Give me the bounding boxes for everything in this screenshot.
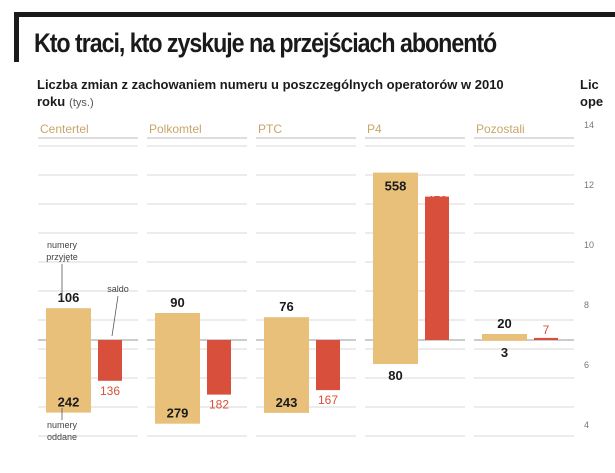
side-title-line: ope (580, 94, 604, 109)
bar-lost (46, 340, 91, 413)
side-tick-label: 4 (584, 420, 590, 430)
side-tick-label: 12 (584, 180, 595, 190)
bar-gained (155, 313, 200, 340)
bar-lost (155, 340, 200, 424)
bar-gained (46, 308, 91, 340)
bar-balance (316, 340, 340, 391)
annotation-balance: saldo (107, 284, 129, 294)
category-label: Centertel (40, 122, 89, 136)
category-label: PTC (258, 122, 282, 136)
value-label-lost: 243 (276, 395, 298, 410)
value-label-gained: 76 (279, 299, 293, 314)
side-tick-label: 14 (584, 120, 595, 130)
value-label-balance: 7 (543, 323, 550, 337)
frame-left-rule (14, 12, 19, 62)
bar-balance (425, 196, 449, 340)
bar-gained (264, 317, 309, 340)
side-chart-ticks: 14 12 10 8 6 4 (584, 120, 615, 460)
side-chart-title: Lic ope (580, 76, 615, 110)
value-label-lost: 80 (388, 368, 402, 383)
value-label-balance: 136 (100, 384, 120, 398)
value-label-balance: 167 (318, 393, 338, 407)
subtitle-unit: (tys.) (69, 97, 94, 109)
annotation-gained-2: przyjęte (46, 252, 78, 262)
bar-lost (373, 340, 418, 364)
value-label-gained: 558 (385, 179, 407, 194)
bar-gained (373, 172, 418, 340)
value-label-gained: 106 (58, 290, 80, 305)
value-label-gained: 20 (497, 316, 511, 331)
bar-lost (264, 340, 309, 413)
value-label-gained: 90 (170, 295, 184, 310)
bar-lost (482, 340, 527, 341)
value-label-balance: 182 (209, 398, 229, 412)
value-label-lost: 242 (58, 395, 80, 410)
category-label: Polkomtel (149, 122, 202, 136)
subtitle-text: Liczba zmian z zachowaniem numeru u posz… (37, 77, 504, 109)
annotation-lost-2: oddane (47, 432, 77, 442)
value-label-balance: 478 (427, 194, 447, 208)
category-label: P4 (367, 122, 382, 136)
value-label-lost: 279 (167, 406, 189, 421)
annotation-leader (111, 295, 119, 337)
bar-balance (207, 340, 231, 395)
bar-balance (98, 340, 122, 381)
value-label-lost: 3 (501, 345, 508, 360)
annotation-gained: numery (47, 240, 78, 250)
chart-subtitle: Liczba zmian z zachowaniem numeru u posz… (37, 76, 537, 112)
category-label: Pozostali (476, 122, 525, 136)
side-tick-label: 8 (584, 300, 590, 310)
bar-gained (482, 334, 527, 340)
frame-top-rule (14, 12, 615, 17)
side-tick-label: 10 (584, 240, 595, 250)
bar-balance (534, 337, 558, 340)
side-title-line: Lic (580, 77, 599, 92)
annotation-lost: numery (47, 420, 78, 430)
side-tick-label: 6 (584, 360, 590, 370)
chart-title: Kto traci, kto zyskuje na przejściach ab… (34, 28, 497, 58)
